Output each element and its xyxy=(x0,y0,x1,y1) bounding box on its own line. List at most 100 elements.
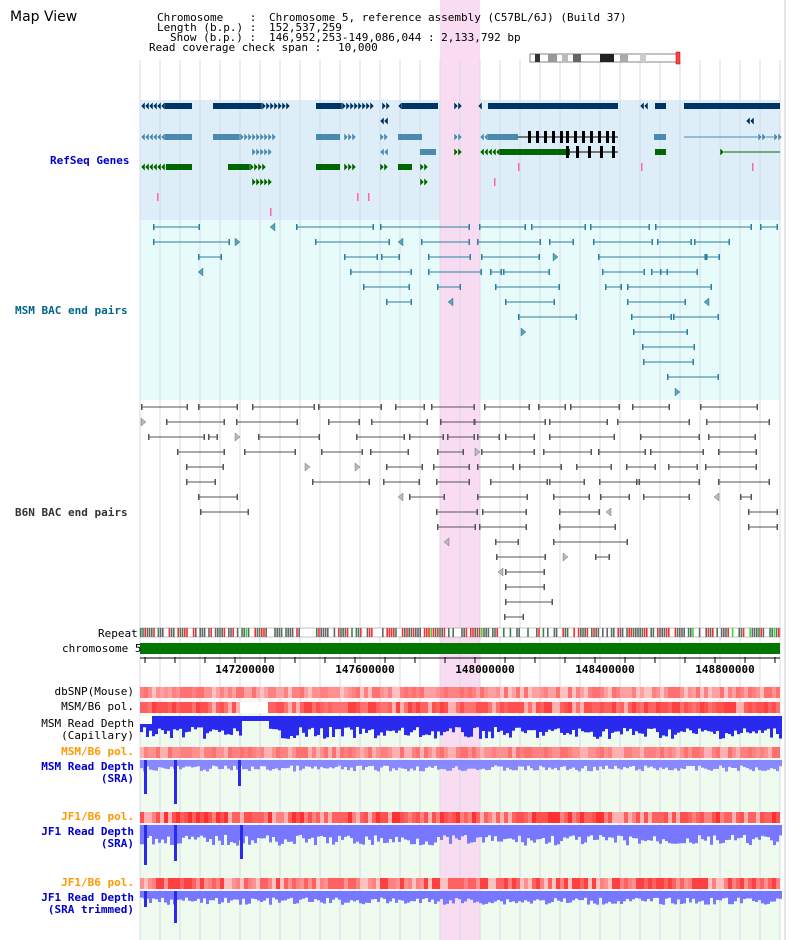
jf1-trimmed-depth-bar xyxy=(461,891,464,904)
repeat-element xyxy=(366,628,369,637)
jf1-trimmed-depth-bar xyxy=(734,891,737,902)
jf1-pol-cell xyxy=(488,812,492,823)
jf1-pol-cell xyxy=(252,812,256,823)
snp-density-cell xyxy=(244,687,248,698)
jf1-sra-depth-bar xyxy=(602,825,605,837)
msm-pol-cell xyxy=(412,702,416,713)
msm-pol-cell xyxy=(772,747,776,758)
jf1-sra-depth-bar xyxy=(431,825,434,846)
jf1-pol-cell xyxy=(288,878,292,889)
msm-pol-cell xyxy=(188,747,192,758)
msm-sra-depth-bar xyxy=(488,760,491,770)
jf1-sra-depth-bar xyxy=(722,825,725,843)
msm-pol-cell xyxy=(536,747,540,758)
msm-pol-cell xyxy=(276,747,280,758)
jf1-sra-depth-bar xyxy=(512,825,515,840)
repeat-element xyxy=(320,628,322,637)
jf1-sra-depth-bar xyxy=(500,825,503,842)
jf1-pol-cell xyxy=(688,812,692,823)
jf1-trimmed-depth-bar xyxy=(713,891,716,905)
snp-density-cell xyxy=(368,687,372,698)
msm-pol-cell xyxy=(436,747,440,758)
jf1-pol-cell xyxy=(592,812,596,823)
msm-pol-cell xyxy=(204,702,208,713)
gene-exon xyxy=(598,131,601,143)
jf1-pol-cell xyxy=(716,878,720,889)
msm-pol-cell xyxy=(500,747,504,758)
msm-pol-cell xyxy=(700,747,704,758)
jf1-pol-cell xyxy=(636,878,640,889)
msm-pol-cell xyxy=(228,702,232,713)
msm-sra-depth-bar xyxy=(368,760,371,767)
msm-pol-cell xyxy=(292,702,296,713)
snp-density-cell xyxy=(636,687,640,698)
msm-sra-depth-bar xyxy=(344,760,347,767)
jf1-pol-cell xyxy=(472,878,476,889)
jf1-sra-depth-bar xyxy=(719,825,722,844)
repeat-element xyxy=(441,628,443,637)
msm-pol-cell xyxy=(492,747,496,758)
jf1-trimmed-depth-bar xyxy=(779,891,782,899)
msm-pol-cell xyxy=(140,702,144,713)
jf1-sra-depth-bar xyxy=(377,825,380,842)
msm-pol-cell xyxy=(716,702,720,713)
track-label-b6n-bac[interactable]: B6N BAC end pairs xyxy=(15,506,128,519)
ideogram-band xyxy=(620,54,628,62)
msm-sra-depth-bar xyxy=(179,760,182,770)
gene-arrow xyxy=(351,162,357,172)
msm-capillary-depth-bar xyxy=(203,716,206,739)
msm-sra-depth-bar xyxy=(203,760,206,770)
msm-pol-cell xyxy=(456,747,460,758)
b6n-bac-pair xyxy=(208,434,210,440)
msm-sra-depth-bar xyxy=(185,760,188,767)
repeat-element xyxy=(170,628,173,637)
gene-arrow xyxy=(257,162,263,172)
repeat-element xyxy=(461,628,463,637)
jf1-trimmed-depth-bar xyxy=(503,891,506,905)
repeat-element xyxy=(749,628,751,637)
msm-sra-depth-bar xyxy=(518,760,521,767)
snp-density-cell xyxy=(732,687,736,698)
jf1-pol-cell xyxy=(644,812,648,823)
jf1-pol-cell xyxy=(444,878,448,889)
jf1-trimmed-depth-bar xyxy=(224,891,227,898)
snp-density-cell xyxy=(656,687,660,698)
jf1-trimmed-depth-bar xyxy=(449,891,452,901)
msm-sra-depth-bar xyxy=(530,760,533,769)
b6n-bac-pair xyxy=(462,449,464,455)
msm-pol-cell xyxy=(220,747,224,758)
gene-arrow xyxy=(453,101,459,111)
snp-density-cell xyxy=(520,687,524,698)
jf1-sra-depth-bar xyxy=(680,825,683,844)
jf1-pol-cell xyxy=(460,878,464,889)
msm-pol-cell xyxy=(360,747,364,758)
track-label-msm-bac[interactable]: MSM BAC end pairs xyxy=(15,304,128,317)
repeat-element xyxy=(632,628,635,637)
jf1-trimmed-depth-bar xyxy=(608,891,611,902)
snp-density-cell xyxy=(768,687,772,698)
msm-pol-cell xyxy=(336,747,340,758)
msm-sra-depth-bar xyxy=(395,760,398,771)
msm-pol-cell xyxy=(548,702,552,713)
msm-pol-cell xyxy=(672,702,676,713)
msm-sra-depth-bar xyxy=(695,760,698,771)
jf1-trimmed-depth-bar xyxy=(746,891,749,899)
repeat-element xyxy=(415,628,417,637)
jf1-trimmed-depth-bar xyxy=(500,891,503,902)
snp-density-cell xyxy=(200,687,204,698)
msm-sra-depth-bar xyxy=(602,760,605,770)
jf1-trimmed-depth-bar xyxy=(443,891,446,905)
jf1-sra-depth-bar xyxy=(503,825,506,840)
msm-pol-cell xyxy=(692,747,696,758)
repeat-element xyxy=(769,628,771,637)
jf1-pol-cell xyxy=(284,812,288,823)
msm-sra-depth-bar xyxy=(557,760,560,771)
jf1-pol-cell xyxy=(568,878,572,889)
jf1-sra-depth-bar xyxy=(251,825,254,841)
jf1-pol-cell xyxy=(300,878,304,889)
msm-sra-depth-bar xyxy=(194,760,197,767)
jf1-pol-cell xyxy=(644,878,648,889)
repeat-element xyxy=(186,628,188,637)
track-label-refseq[interactable]: RefSeq Genes xyxy=(50,154,130,167)
